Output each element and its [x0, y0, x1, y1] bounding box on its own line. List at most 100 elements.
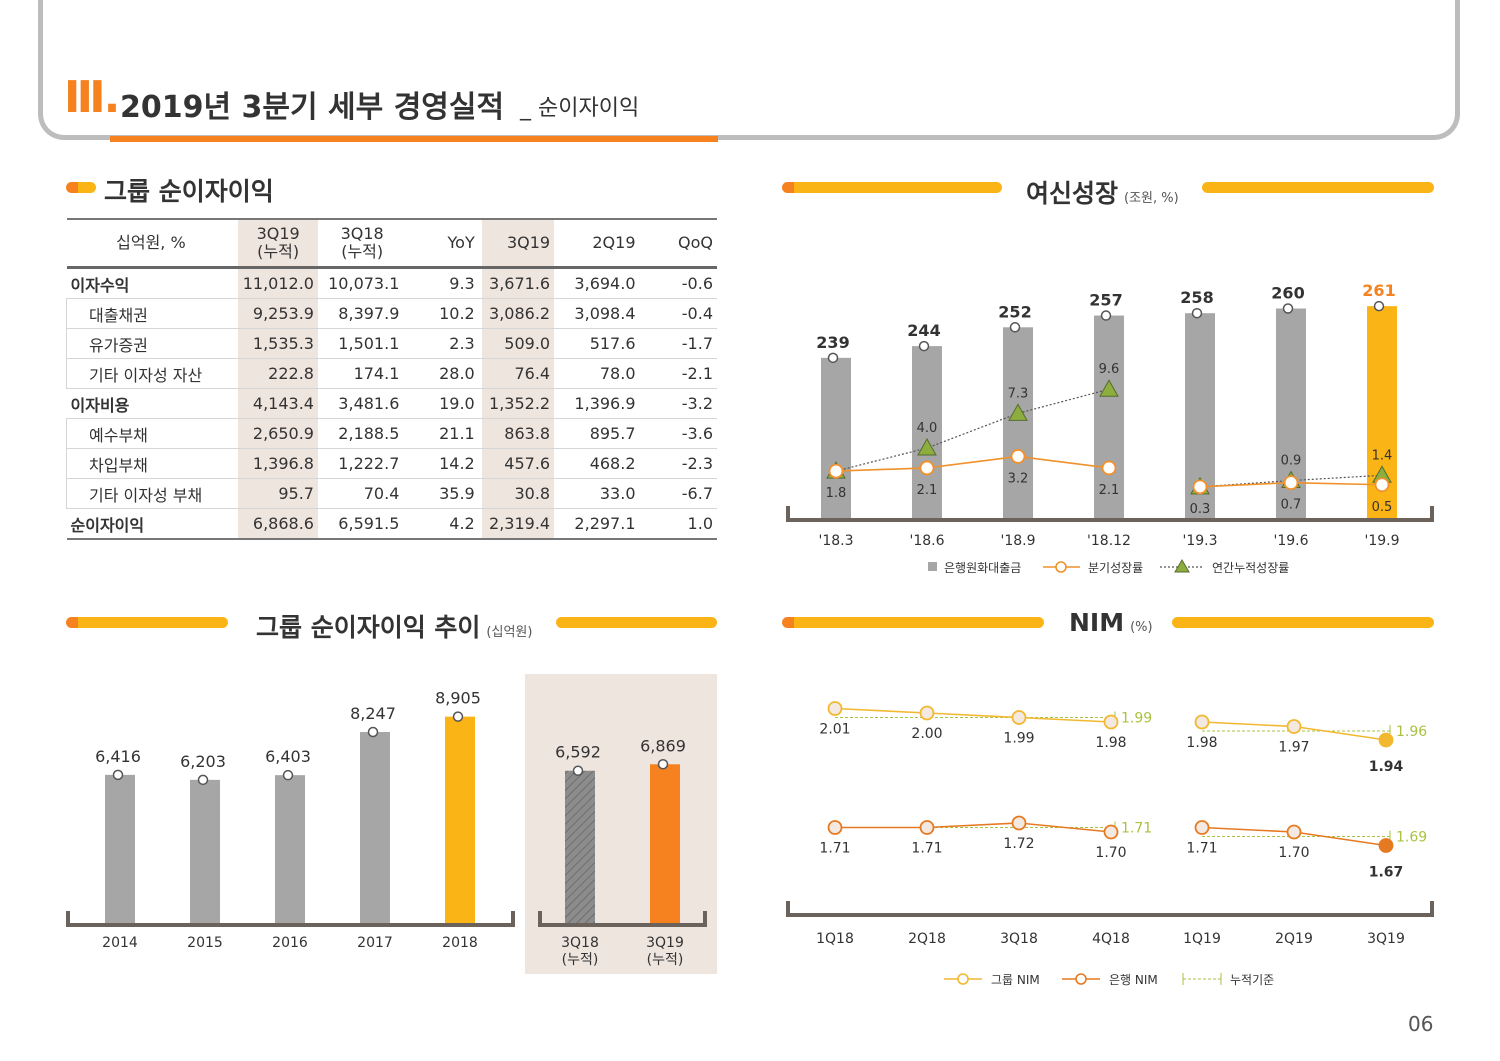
loan-bar-marker — [827, 352, 839, 364]
cell-value: -2.3 — [642, 448, 717, 479]
cell-value: 457.6 — [481, 448, 555, 479]
legend-annual-marker — [1174, 559, 1190, 573]
page-number: 06 — [1408, 1012, 1434, 1036]
nii-bar-marker — [367, 726, 379, 738]
net-interest-table: 십억원, % 3Q19 (누적) 3Q18 (누적) YoY 3Q19 2Q19… — [66, 218, 717, 540]
bank-nim-marker — [1286, 824, 1302, 840]
annual-growth-marker — [1008, 403, 1028, 421]
group-nim-value: 2.00 — [911, 726, 942, 742]
cell-value: 1,396.9 — [557, 388, 640, 419]
row-label: 대출채권 — [66, 298, 236, 329]
table-row: 이자수익 11,012.0 10,073.1 9.3 3,671.6 3,694.0 -0.… — [66, 267, 717, 299]
loan-bar-value: 261 — [1362, 281, 1395, 300]
annual-growth-marker — [1099, 379, 1119, 397]
nii-bar — [565, 770, 595, 925]
col-header: 3Q19 (누적) — [238, 218, 318, 269]
loan-x-label: '19.9 — [1364, 533, 1399, 549]
cell-value: 30.8 — [481, 478, 555, 509]
group-nim-marker — [827, 701, 843, 716]
cell-value: 76.4 — [481, 358, 555, 389]
col-header: 2Q19 — [557, 218, 640, 269]
row-label: 유가증권 — [66, 328, 236, 359]
bank-nim-marker — [827, 820, 843, 835]
col-header: YoY — [406, 218, 479, 269]
nii-bar-marker — [112, 769, 124, 781]
legend-bank-marker — [1075, 973, 1087, 985]
annual-growth-value: 1.4 — [1372, 448, 1393, 463]
nim-x-label: 3Q18 — [1000, 931, 1038, 947]
loan-bar-marker — [1100, 310, 1112, 321]
cell-value: 895.7 — [557, 418, 640, 449]
cell-value: 509.0 — [481, 328, 555, 359]
quarter-growth-value: 1.8 — [826, 486, 847, 501]
group-nim-line — [834, 707, 1112, 723]
cell-value: 10,073.1 — [320, 267, 404, 299]
nii-bar-value: 6,869 — [640, 736, 686, 755]
nii-bar-value: 6,592 — [555, 743, 601, 762]
cell-value: 78.0 — [557, 358, 640, 389]
cell-value: 2.3 — [406, 328, 479, 359]
cell-value: 6,868.6 — [238, 508, 318, 540]
cell-value: 222.8 — [238, 358, 318, 389]
loan-bar-value: 260 — [1271, 284, 1304, 303]
quarter-growth-value: 2.1 — [1099, 483, 1120, 498]
cell-value: 8,397.9 — [320, 298, 404, 329]
nim-cumulative-value: 1.69 — [1396, 830, 1427, 846]
group-nim-value: 1.98 — [1186, 735, 1217, 751]
section-number: Ⅲ. — [64, 72, 120, 123]
col-header: 3Q19 — [481, 218, 555, 269]
quarter-growth-value: 3.2 — [1008, 471, 1029, 486]
nii-axis-annual — [66, 911, 515, 927]
loan-bar-value: 239 — [816, 333, 849, 352]
group-nim-value: 1.99 — [1003, 731, 1034, 747]
group-nim-marker — [1194, 714, 1210, 730]
loan-title: 여신성장 (조원, %) — [1026, 179, 1179, 208]
quarter-growth-line — [835, 455, 1110, 472]
col-header: QoQ — [642, 218, 717, 269]
loan-growth-chart: 239 244 252 257 258 260 261 4.0 7.3 9.6 0.9 1.4 1.8 2… — [786, 281, 1434, 575]
table-row: 순이자이익 6,868.6 6,591.5 4.2 2,319.4 2,297.1 1.0 — [66, 508, 717, 540]
bank-nim-value: 1.71 — [1186, 841, 1217, 857]
nim-chart: 1.99 1.96 1.71 1.69 2.01 2.00 1.99 1.98 1.98 1.97… — [786, 701, 1434, 987]
bank-nim-marker — [1378, 838, 1394, 853]
row-label: 기타 이자성 부채 — [66, 478, 236, 509]
cell-value: 14.2 — [406, 448, 479, 479]
bank-nim-line — [835, 822, 1112, 833]
nim-x-label: 3Q19 — [1367, 931, 1405, 947]
loan-x-label: '18.6 — [909, 533, 944, 549]
cell-value: 3,694.0 — [557, 267, 640, 299]
table-row: 유가증권 1,535.3 1,501.1 2.3 509.0 517.6 -1.7 — [66, 328, 717, 359]
annual-growth-line — [835, 388, 1110, 472]
loan-title-bar-left — [782, 182, 1002, 193]
group-nim-marker — [1378, 732, 1394, 748]
cell-value: 3,086.2 — [481, 298, 555, 329]
cell-value: 9,253.9 — [238, 298, 318, 329]
annual-growth-value: 0.9 — [1281, 454, 1302, 469]
cell-value: 3,098.4 — [557, 298, 640, 329]
nim-x-label: 2Q18 — [908, 931, 946, 947]
nii-bar-marker — [657, 759, 669, 770]
cell-value: 1,535.3 — [238, 328, 318, 359]
row-label: 예수부채 — [66, 418, 236, 449]
nim-cumulative-value: 1.71 — [1121, 821, 1152, 837]
quarter-growth-marker — [1374, 477, 1390, 493]
cell-value: 70.4 — [320, 478, 404, 509]
header-accent-line — [110, 136, 718, 142]
annual-growth-value: 7.3 — [1008, 386, 1029, 401]
quarter-growth-marker — [828, 463, 844, 479]
row-label: 차입부채 — [66, 448, 236, 479]
cell-value: 517.6 — [557, 328, 640, 359]
nii-bar — [650, 764, 680, 925]
page-title: 2019년 3분기 세부 경영실적 — [120, 90, 505, 125]
col-header: 십억원, % — [66, 218, 236, 269]
cell-value: 4,143.4 — [238, 388, 318, 419]
cell-value: 21.1 — [406, 418, 479, 449]
group-nim-value: 1.94 — [1369, 759, 1404, 775]
nii-x-label: 2017 — [357, 935, 393, 951]
nii-x-label: 3Q19 (누적) — [646, 935, 684, 968]
quarter-growth-marker — [1010, 448, 1026, 464]
table-row: 이자비용 4,143.4 3,481.6 19.0 1,352.2 1,396.9 -3.2 — [66, 388, 717, 419]
nim-x-label: 1Q19 — [1183, 931, 1221, 947]
cell-value: 174.1 — [320, 358, 404, 389]
nii-title-bar-left — [66, 617, 228, 628]
